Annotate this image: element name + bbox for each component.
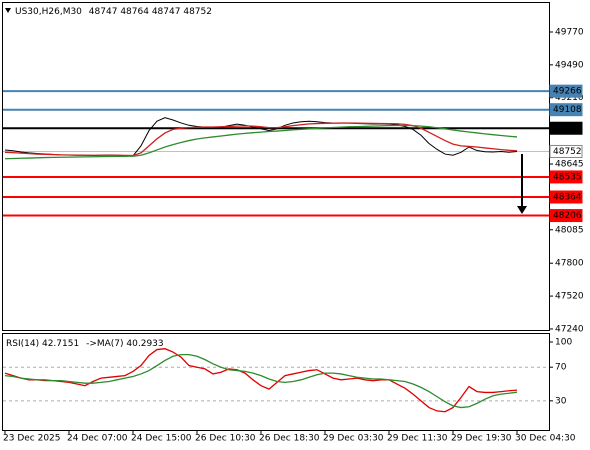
series-line bbox=[4, 124, 518, 160]
plot-layer: 49770 49490 49210 48645 48085 47800 47520 47240… bbox=[3, 27, 584, 444]
y-tick-label: 70 bbox=[555, 363, 567, 373]
close: 48752 bbox=[183, 7, 212, 17]
x-tick-label: 29 Dec 19:30 bbox=[451, 434, 512, 444]
rsi-panel bbox=[2, 333, 550, 431]
level-label-box bbox=[549, 144, 583, 158]
rsi-name: RSI(14) bbox=[6, 339, 39, 349]
level-label-box bbox=[549, 103, 583, 117]
x-tick-label: 24 Dec 07:00 bbox=[67, 434, 128, 444]
rsi-value: 42.7151 bbox=[42, 339, 79, 349]
level-label: 49266 bbox=[553, 87, 582, 97]
x-tick-label: 26 Dec 10:30 bbox=[195, 434, 256, 444]
x-tick-label: 24 Dec 15:00 bbox=[131, 434, 192, 444]
x-tick-label: 29 Dec 03:30 bbox=[323, 434, 384, 444]
y-tick-label: 49210 bbox=[555, 93, 584, 103]
level-label-box bbox=[549, 190, 583, 204]
level-label: 48364 bbox=[553, 193, 582, 203]
ma-name: ->MA(7) bbox=[86, 339, 123, 349]
series-line bbox=[4, 353, 518, 409]
symbol: US30,H26,M30 bbox=[15, 7, 82, 17]
x-tick-label: 30 Dec 04:30 bbox=[515, 434, 576, 444]
y-tick-label: 49490 bbox=[555, 60, 584, 70]
x-tick-label: 29 Dec 11:30 bbox=[387, 434, 448, 444]
level-label-box bbox=[549, 209, 583, 223]
arrow-head bbox=[517, 206, 527, 214]
low: 48747 bbox=[152, 7, 181, 17]
y-tick-label: 49770 bbox=[555, 27, 584, 37]
level-label-box bbox=[549, 170, 583, 184]
y-tick-label: 48645 bbox=[555, 160, 584, 170]
level-label: 48535 bbox=[553, 172, 582, 182]
level-label: 48206 bbox=[553, 211, 582, 221]
open: 48747 bbox=[89, 7, 118, 17]
series-line bbox=[4, 122, 518, 157]
price-panel bbox=[2, 2, 550, 331]
y-tick-label: 47800 bbox=[555, 259, 584, 269]
rsi-header: RSI(14) 42.7151 ->MA(7) 40.2933 bbox=[6, 339, 164, 349]
y-tick-label: 47240 bbox=[555, 324, 584, 334]
level-label-box bbox=[549, 121, 583, 135]
high: 48764 bbox=[120, 7, 149, 17]
x-tick-label: 23 Dec 2025 bbox=[3, 434, 61, 444]
level-label: 48752 bbox=[553, 147, 582, 157]
y-tick-label: 47520 bbox=[555, 292, 584, 302]
ma-value: 40.2933 bbox=[126, 339, 163, 349]
menu-triangle[interactable] bbox=[5, 8, 11, 13]
y-tick-label: 100 bbox=[555, 337, 572, 347]
x-tick-label: 26 Dec 18:30 bbox=[259, 434, 320, 444]
symbol-header: US30,H26,M30 48747 48764 48747 48752 bbox=[15, 7, 212, 17]
y-tick-label: 48085 bbox=[555, 225, 584, 235]
level-label: 49108 bbox=[553, 105, 582, 115]
level-label: 48950 bbox=[553, 124, 582, 134]
level-label-box bbox=[549, 84, 583, 98]
y-tick-label: 30 bbox=[555, 396, 567, 406]
